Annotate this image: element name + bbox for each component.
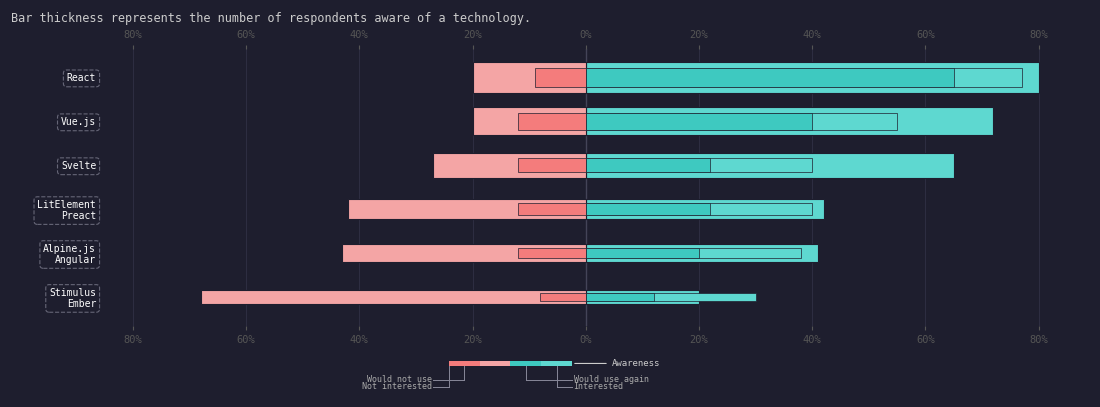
Bar (433, 153, 585, 177)
Bar (200, 290, 585, 304)
Bar (585, 204, 711, 215)
Bar (585, 204, 812, 215)
Bar (518, 158, 585, 172)
Bar (585, 68, 1022, 87)
Bar (518, 204, 585, 215)
Bar (585, 158, 711, 172)
Bar (541, 361, 572, 366)
Bar (540, 293, 585, 301)
Bar (348, 199, 585, 219)
Bar (518, 248, 585, 258)
Bar (585, 158, 812, 172)
Bar (585, 153, 954, 177)
Bar (518, 113, 585, 130)
Bar (585, 293, 756, 301)
Bar (585, 113, 898, 130)
Bar (585, 61, 1038, 93)
Bar (535, 68, 585, 87)
Bar (585, 113, 812, 130)
Bar (342, 244, 585, 262)
Bar (585, 248, 698, 258)
Bar (585, 107, 993, 136)
Bar (473, 61, 585, 93)
Text: Would not use: Would not use (367, 375, 432, 384)
Bar (585, 248, 801, 258)
Bar (510, 361, 541, 366)
Bar (585, 293, 653, 301)
Text: Interested: Interested (573, 382, 624, 392)
Bar (585, 244, 818, 262)
Bar (585, 290, 698, 304)
Text: Would use again: Would use again (573, 375, 649, 384)
Text: Not interested: Not interested (362, 382, 432, 392)
Bar (449, 361, 480, 366)
Bar (585, 68, 954, 87)
Bar (480, 361, 510, 366)
Bar (473, 107, 585, 136)
Text: Awareness: Awareness (612, 359, 660, 368)
Text: Bar thickness represents the number of respondents aware of a technology.: Bar thickness represents the number of r… (11, 12, 531, 25)
Bar (585, 199, 824, 219)
